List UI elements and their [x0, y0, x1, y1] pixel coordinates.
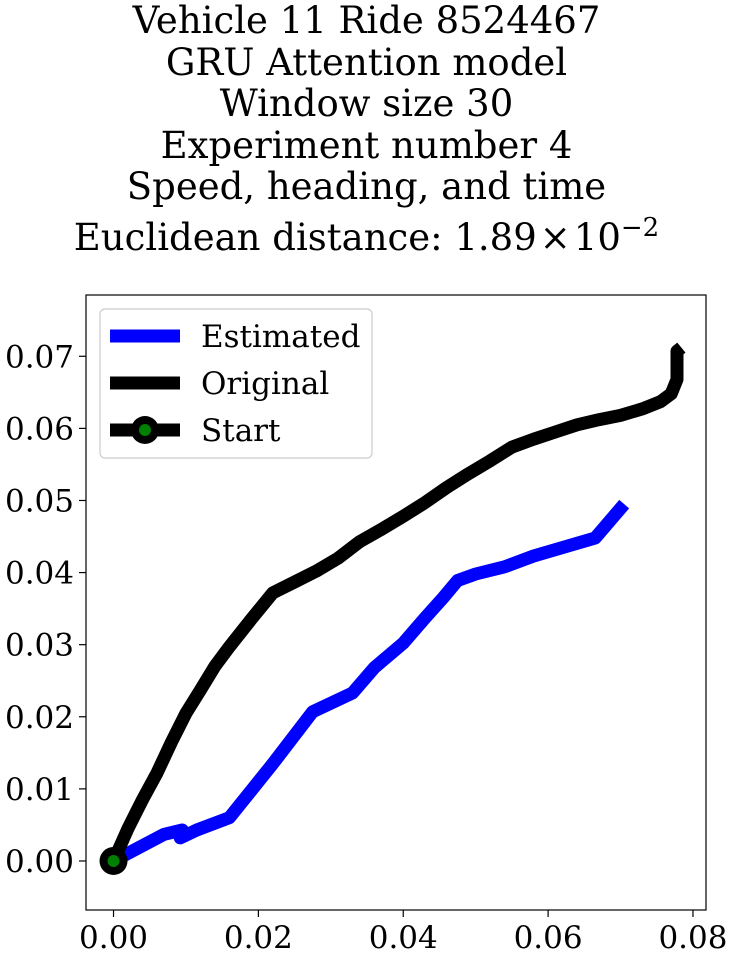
start-marker-center — [107, 854, 120, 867]
y-tick-label: 0.00 — [5, 844, 74, 880]
distance-prefix: Euclidean distance: — [73, 215, 455, 259]
legend: Estimated Original Start — [99, 308, 373, 459]
legend-label-original: Original — [201, 366, 329, 402]
y-tick-label: 0.06 — [5, 411, 74, 447]
distance-exponent: −2 — [620, 212, 660, 243]
y-tick-label: 0.05 — [5, 483, 74, 519]
x-tick-label: 0.08 — [658, 920, 727, 956]
legend-label-start: Start — [201, 413, 281, 449]
distance-base: 10 — [573, 215, 621, 259]
distance-mantissa: 1.89 — [454, 215, 537, 259]
x-tick-label: 0.02 — [224, 920, 293, 956]
title-line-3: Window size 30 — [219, 82, 514, 126]
x-tick-label: 0.00 — [79, 920, 148, 956]
x-tick-label: 0.06 — [514, 920, 583, 956]
chart-title: Vehicle 11 Ride 8524467 GRU Attention mo… — [0, 0, 733, 259]
distance-times: × — [539, 215, 571, 259]
legend-label-estimated: Estimated — [201, 319, 360, 355]
y-tick-label: 0.01 — [5, 772, 74, 808]
x-axis: 0.00 0.02 0.04 0.06 0.08 — [79, 910, 727, 956]
series-line-original — [107, 342, 686, 864]
title-line-4: Experiment number 4 — [160, 123, 573, 167]
legend-box — [99, 308, 373, 459]
series-line-estimated — [110, 499, 630, 867]
axes-frame — [85, 294, 707, 911]
y-tick-label: 0.03 — [5, 628, 74, 664]
y-tick-label: 0.07 — [5, 339, 74, 375]
euclidean-distance-line: Euclidean distance: 1.89×10−2 — [0, 208, 733, 259]
title-line-2: GRU Attention model — [165, 40, 568, 84]
x-tick-label: 0.04 — [369, 920, 438, 956]
title-line-5: Speed, heading, and time — [126, 165, 607, 209]
y-tick-label: 0.02 — [5, 700, 74, 736]
y-tick-label: 0.04 — [5, 556, 74, 592]
y-axis: 0.00 0.01 0.02 0.03 0.04 0.05 0.06 0.07 — [5, 339, 86, 880]
legend-start-marker-center — [139, 424, 151, 436]
series-layer — [99, 342, 686, 875]
title-line-1: Vehicle 11 Ride 8524467 — [132, 0, 601, 42]
